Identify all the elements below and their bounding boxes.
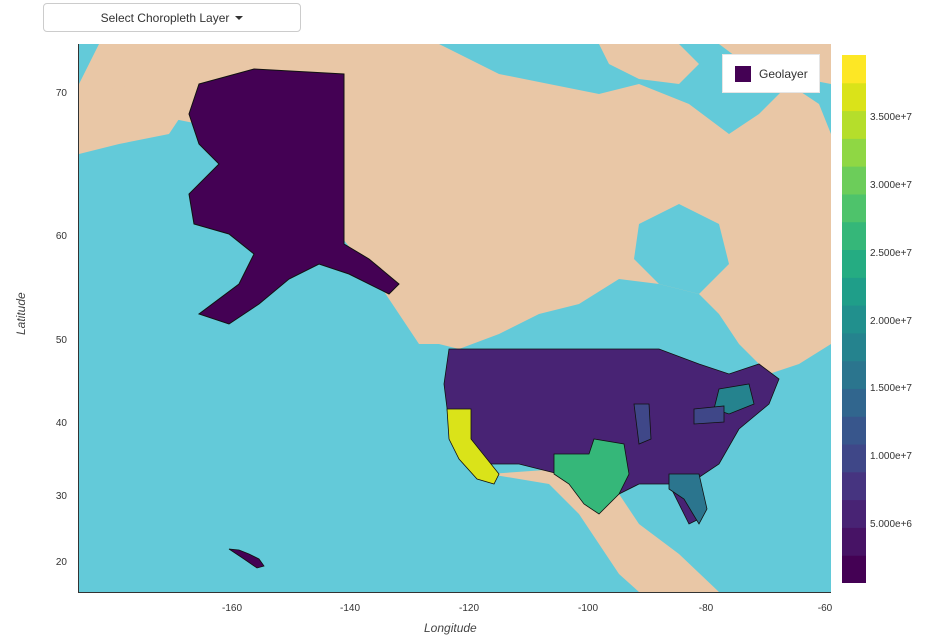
colorbar-segment [842,416,866,445]
colorbar-label: 3.000e+7 [870,180,912,191]
y-tick-label: 60 [55,231,67,242]
colorbar [842,55,866,584]
colorbar-segment [842,82,866,112]
colorbar-segment [842,527,866,556]
map-svg [79,44,831,592]
x-tick-label: -160 [221,603,242,614]
y-axis-line [78,44,79,593]
y-tick-label: 30 [55,491,67,502]
colorbar-segment [842,555,866,584]
colorbar-label: 1.000e+7 [870,451,912,462]
y-tick-label: 40 [55,418,67,429]
hawaii [228,548,265,569]
x-axis-line [78,592,831,593]
colorbar-segment [842,193,866,223]
x-tick-label: -140 [339,603,360,614]
state-texas [553,438,630,515]
state-illinois [633,403,652,445]
colorbar-segment [842,55,866,84]
colorbar-label: 1.500e+7 [870,383,912,394]
colorbar-segment [842,249,866,278]
colorbar-segment [842,444,866,473]
land-mexico [489,469,719,592]
colorbar-segment [842,110,866,139]
choropleth-layer-dropdown[interactable]: Select Choropleth Layer [43,3,301,32]
colorbar-segment [842,138,866,167]
colorbar-label: 2.500e+7 [870,248,912,259]
colorbar-label: 5.000e+6 [870,519,912,530]
colorbar-label: 3.500e+7 [870,112,912,123]
caret-down-icon [235,15,244,20]
map-canvas[interactable] [79,44,831,592]
state-florida [668,473,708,525]
colorbar-label: 2.000e+7 [870,316,912,327]
state-california [446,408,500,485]
colorbar-segment [842,471,866,501]
land-islands [599,44,699,84]
colorbar-segment [842,332,866,362]
colorbar-segment [842,305,866,334]
alaska [188,68,400,325]
x-tick-label: -100 [577,603,598,614]
legend-swatch [735,65,751,82]
dropdown-label: Select Choropleth Layer [100,10,230,25]
colorbar-segment [842,388,866,417]
x-tick-label: -60 [817,603,833,614]
y-tick-label: 20 [55,557,67,568]
x-axis-label: Longitude [424,621,477,635]
y-tick-label: 70 [55,88,67,99]
colorbar-segment [842,221,866,251]
x-tick-label: -80 [698,603,714,614]
colorbar-segment [842,499,866,528]
colorbar-svg [842,55,866,584]
y-axis-label: Latitude [14,292,28,335]
map-legend[interactable]: Geolayer [722,54,820,93]
colorbar-segment [842,166,866,195]
legend-label: Geolayer [759,66,808,81]
x-tick-label: -120 [458,603,479,614]
colorbar-segment [842,360,866,389]
y-tick-label: 50 [55,335,67,346]
state-pennsylvania [693,405,725,425]
water-hudson-bay [634,204,729,294]
colorbar-segment [842,277,866,306]
